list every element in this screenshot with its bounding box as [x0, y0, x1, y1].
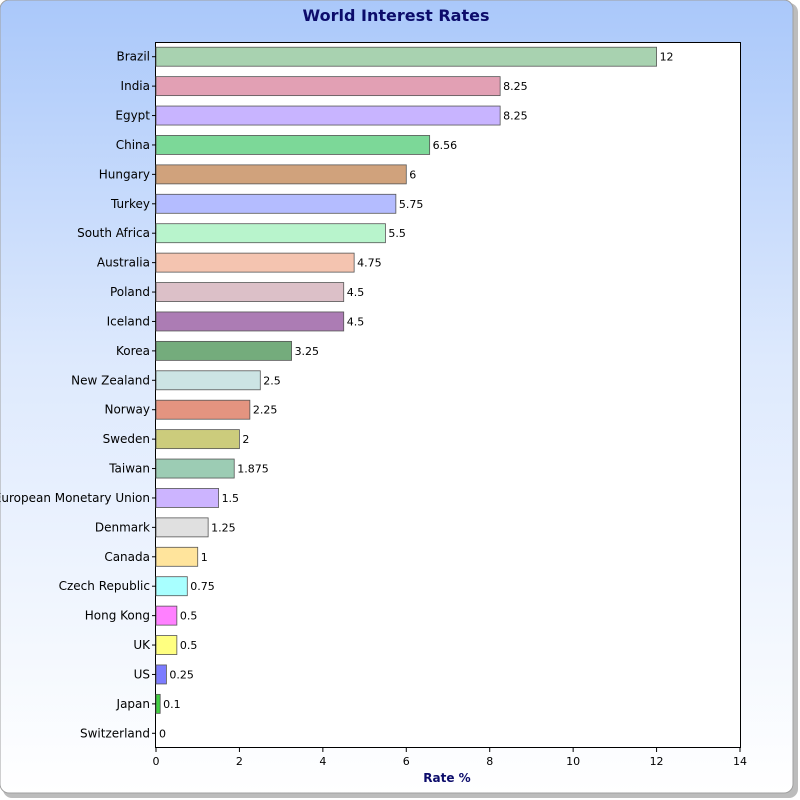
bar: [155, 76, 501, 97]
bar: [155, 399, 251, 420]
bar: [155, 46, 657, 67]
data-label: 3.25: [295, 345, 320, 358]
x-tick-label: 0: [153, 755, 160, 768]
data-label: 8.25: [503, 110, 527, 123]
value-axis: 0 2 4 6 8 10 12 14: [153, 748, 747, 768]
x-axis-title: Rate %: [423, 771, 470, 785]
bar: [155, 488, 219, 508]
data-label: 0.75: [190, 580, 215, 593]
category-label: Hungary: [99, 167, 150, 181]
bar: [155, 635, 178, 655]
data-label: 1.875: [237, 463, 269, 476]
x-tick-label: 2: [236, 755, 243, 768]
bar: [155, 664, 167, 685]
x-tick-label: 12: [650, 755, 664, 768]
category-label: Czech Republic: [59, 579, 150, 593]
data-label: 0.1: [163, 698, 181, 711]
bar: [155, 311, 345, 332]
bar: [155, 223, 386, 244]
category-label: Turkey: [110, 197, 150, 211]
category-label: China: [116, 138, 150, 152]
data-label: 6.56: [433, 139, 458, 152]
data-label: 12: [660, 51, 674, 64]
category-label: US: [134, 667, 150, 681]
category-label: New Zealand: [71, 373, 150, 387]
plot-area: [155, 42, 741, 748]
data-label: 0.5: [180, 610, 198, 623]
category-label: Brazil: [117, 50, 151, 64]
category-label: Canada: [104, 550, 150, 564]
bar: [155, 546, 199, 567]
data-label: 0: [159, 727, 166, 740]
data-label: 4.5: [347, 286, 365, 299]
category-label: Korea: [116, 344, 150, 358]
chart-title: World Interest Rates: [303, 6, 490, 25]
bar: [155, 340, 292, 361]
data-label: 5.5: [388, 227, 406, 240]
data-label: 2.5: [263, 374, 281, 387]
bar: [155, 282, 345, 302]
data-label: 1: [201, 551, 208, 564]
data-label: 4.75: [357, 257, 382, 270]
data-label: 1.5: [222, 492, 240, 505]
data-label: 4.5: [347, 315, 365, 328]
data-label: 8.25: [503, 80, 527, 93]
data-label: 2.25: [253, 404, 278, 417]
category-label: Australia: [97, 256, 150, 270]
bar: [155, 135, 431, 155]
category-label: Japan: [116, 697, 150, 711]
category-label: South Africa: [77, 226, 150, 240]
x-tick-label: 6: [403, 755, 410, 768]
bar: [155, 370, 261, 391]
category-label: Taiwan: [108, 462, 150, 476]
bar: [155, 105, 501, 126]
category-label: Switzerland: [80, 726, 150, 740]
x-tick-label: 4: [319, 755, 326, 768]
category-label: Iceland: [107, 314, 150, 328]
category-label: Denmark: [95, 520, 150, 534]
bar: [155, 252, 355, 273]
bar: [155, 605, 178, 626]
category-label: European Monetary Union: [0, 491, 150, 505]
category-label: Sweden: [103, 432, 150, 446]
category-label: Norway: [104, 403, 150, 417]
data-label: 0.25: [169, 668, 194, 681]
data-label: 2: [242, 433, 249, 446]
x-tick-label: 14: [733, 755, 747, 768]
bar: [155, 576, 188, 597]
bar: [155, 164, 407, 185]
data-label: 5.75: [399, 198, 424, 211]
x-tick-label: 10: [566, 755, 580, 768]
bar: [155, 429, 240, 450]
category-label: India: [121, 79, 150, 93]
x-tick-label: 8: [486, 755, 493, 768]
bar: [155, 458, 235, 479]
bar: [155, 693, 161, 714]
data-label: 1.25: [211, 521, 236, 534]
bars-layer: 128.258.256.5665.755.54.754.54.53.252.52…: [155, 46, 674, 740]
data-label: 0.5: [180, 639, 198, 652]
data-label: 6: [409, 168, 416, 181]
bar: [155, 517, 209, 538]
category-axis: Brazil India Egypt China Hungary Turkey South …: [0, 50, 156, 740]
category-label: Poland: [110, 285, 150, 299]
category-label: Hong Kong: [85, 609, 150, 623]
bar: [155, 193, 397, 214]
category-label: Egypt: [115, 109, 150, 123]
category-label: UK: [133, 638, 151, 652]
